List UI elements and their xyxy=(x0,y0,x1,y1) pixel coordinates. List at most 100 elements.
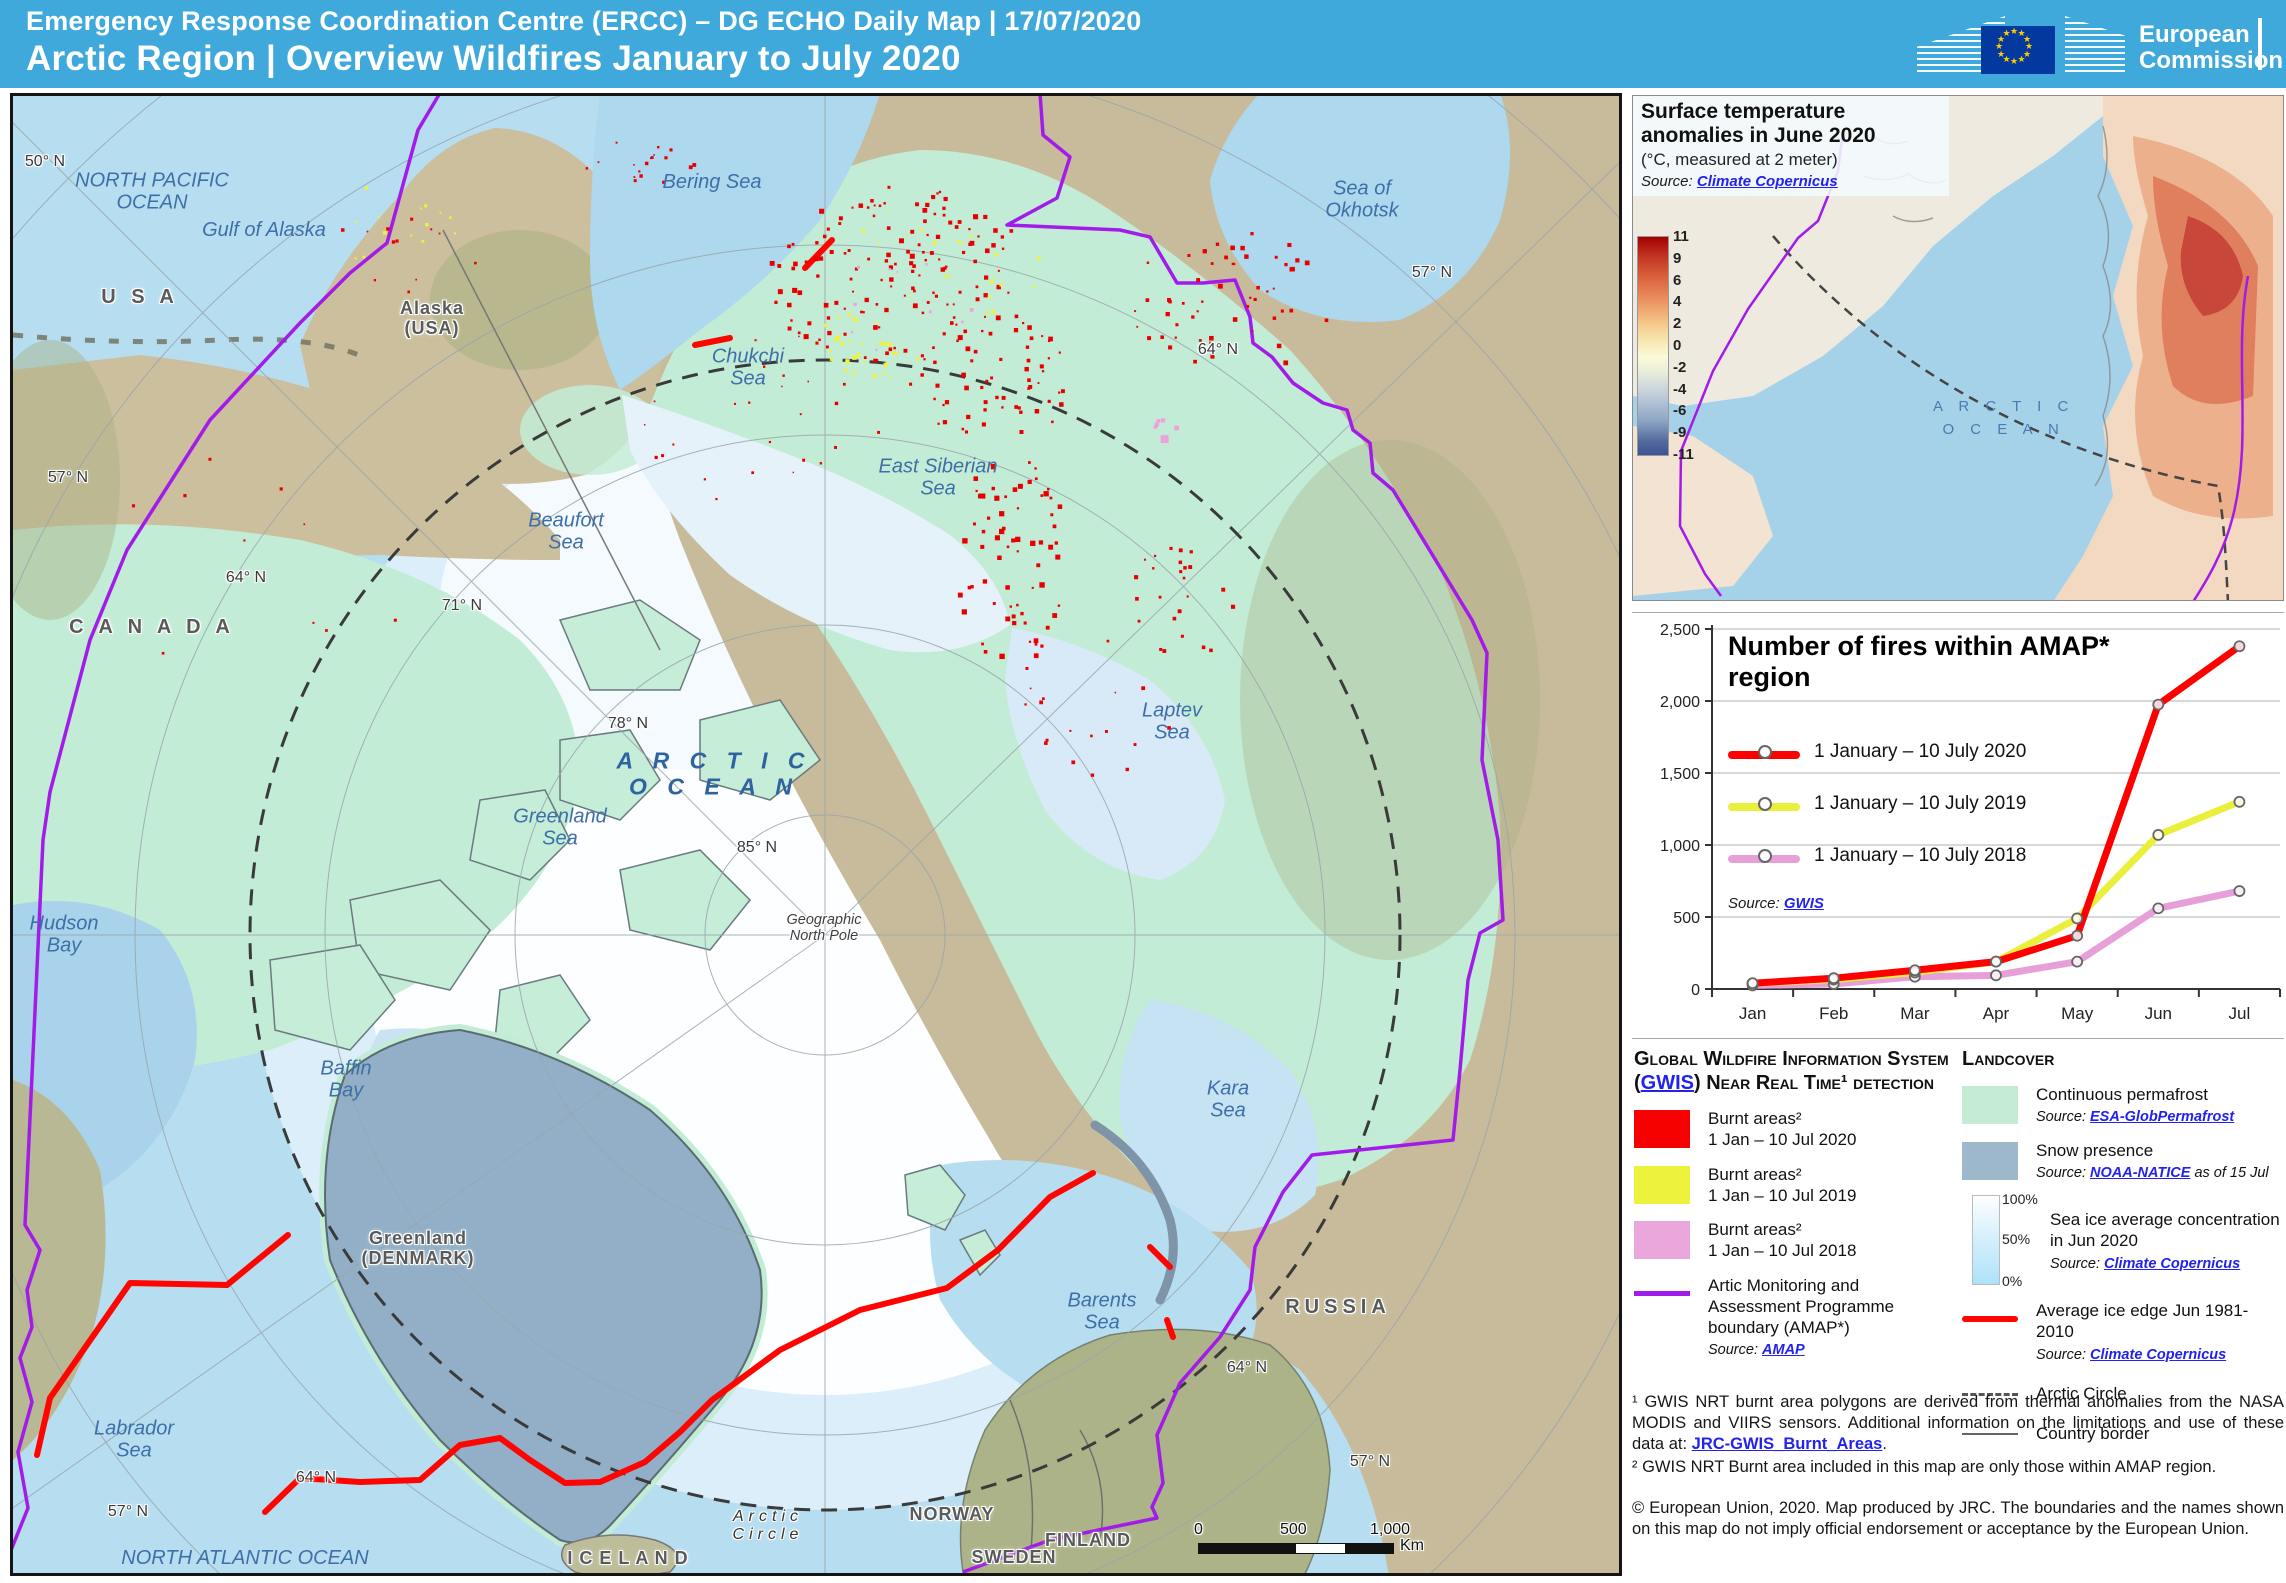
map-canvas xyxy=(13,96,1619,1573)
legend-label: Burnt areas² xyxy=(1708,1164,1802,1184)
header-subtitle: Emergency Response Coordination Centre (… xyxy=(26,6,1142,36)
chart-legend-label: 1 January – 10 July 2018 xyxy=(1814,845,2027,866)
chart-legend-marker-icon xyxy=(1758,745,1772,759)
burnt-2019-swatch xyxy=(1634,1165,1690,1204)
inset-ocean-label: A R C T I C O C E A N xyxy=(1933,398,2075,438)
legend-item-arctic-circle: Arctic Circle xyxy=(1962,1377,2284,1404)
country-border-scandinavia xyxy=(1009,1399,1034,1561)
fire-dots xyxy=(131,141,1329,777)
eu-star-icon: ★ xyxy=(2017,53,2026,64)
temperature-colorbar xyxy=(1637,236,1669,456)
svg-text:1,500: 1,500 xyxy=(1660,766,1700,783)
aleutian-islands xyxy=(13,332,372,363)
legend-gwis-column: Global Wildfire Information System (GWIS… xyxy=(1634,1047,1952,1360)
legend-label: Snow presence xyxy=(2036,1140,2154,1160)
country-border-scandinavia xyxy=(1079,1429,1104,1541)
inset-amap-boundary xyxy=(2192,275,2250,600)
scale-label: 500 xyxy=(1280,1521,1307,1538)
colorbar-tick: 6 xyxy=(1673,271,1682,289)
eu-star-icon: ★ xyxy=(2017,28,2026,38)
seaice-50: 50% xyxy=(2002,1231,2031,1247)
source-suffix: as of 15 Jul xyxy=(2190,1164,2269,1181)
legend-label: 1 Jan – 10 Jul 2018 xyxy=(1708,1241,1857,1261)
legend-item-burnt-2019: Burnt areas² 1 Jan – 10 Jul 2019 xyxy=(1634,1164,1952,1207)
colorbar-tick: -4 xyxy=(1673,380,1687,398)
svg-text:0: 0 xyxy=(1691,982,1700,999)
header-bar: Emergency Response Coordination Centre (… xyxy=(0,0,2286,88)
eu-star-icon: ★ xyxy=(2022,33,2032,44)
footnote-2: ² GWIS NRT Burnt area included in this m… xyxy=(1632,1458,2217,1477)
legend-item-seaice: 100% 50% 0% Sea ice average concentratio… xyxy=(1962,1191,2284,1289)
amap-line-swatch xyxy=(1634,1290,1690,1296)
land-texture xyxy=(430,230,610,370)
amap-link[interactable]: AMAP xyxy=(1762,1342,1805,1359)
land-texture xyxy=(1240,440,1540,960)
svg-text:Jul: Jul xyxy=(2229,1004,2251,1023)
climate-copernicus-link[interactable]: Climate Copernicus xyxy=(1696,173,1838,191)
inset-subtitle: (°C, measured at 2 meter) xyxy=(1641,150,1838,170)
colorbar-tick: 9 xyxy=(1673,249,1682,267)
colorbar-tick: 11 xyxy=(1673,228,1689,245)
colorbar-tick: -2 xyxy=(1673,358,1687,376)
fires-chart: 0 500 1,000 1,500 2,000 2,500 Jan Feb Mar Apr May J… xyxy=(1660,622,2281,1023)
legend-item-burnt-2020: Burnt areas² 1 Jan – 10 Jul 2020 xyxy=(1634,1108,1952,1151)
ice-edge-lines xyxy=(34,237,1176,1515)
colorbar-tick: 0 xyxy=(1673,337,1682,354)
east-siberian-sea xyxy=(622,395,1010,653)
source-label: Source: xyxy=(1708,1342,1758,1359)
legend-item-amap: Artic Monitoring and Assessment Programm… xyxy=(1634,1275,1952,1360)
european-commission-logo: ★ ★ ★ ★ ★ ★ ★ ★ ★ ★ ★ ★ European Commission xyxy=(1917,4,2283,84)
legend-label: Artic Monitoring and Assessment Programm… xyxy=(1708,1275,1895,1338)
eu-star-icon: ★ xyxy=(1997,48,2006,59)
main-map: 50° N NORTH PACIFIC OCEAN Gulf of Alaska U … xyxy=(10,93,1622,1576)
source-label: Source: xyxy=(1728,895,1780,912)
arctic-circle-line xyxy=(248,358,1402,1512)
country-border-usa-canada xyxy=(442,229,661,651)
legend-item-country-border: Country border xyxy=(1962,1417,2284,1444)
footnote-text: . xyxy=(1882,1435,1887,1454)
inset-anomaly-extreme xyxy=(2180,216,2243,316)
jrc-gwis-burnt-areas-link[interactable]: JRC-GWIS_Burnt_Areas xyxy=(1691,1435,1883,1454)
inset-title-block: Surface temperature anomalies in June 20… xyxy=(1633,96,1949,197)
footnote-text: ¹ GWIS NRT burnt area polygons are deriv… xyxy=(1632,1393,2284,1454)
land-texture xyxy=(13,340,120,620)
legend-label: 1 Jan – 10 Jul 2019 xyxy=(1708,1185,1857,1205)
svg-text:Jun: Jun xyxy=(2145,1004,2172,1023)
scale-unit: Km xyxy=(1400,1537,1424,1554)
inset-land-greenland xyxy=(1633,426,1773,596)
scale-bar: 0 500 1,000 Km xyxy=(1194,1521,1438,1565)
chart-legend-marker-icon xyxy=(1758,849,1772,863)
eu-star-icon: ★ xyxy=(2010,56,2019,66)
svalbard xyxy=(904,1164,1001,1277)
eu-star-icon: ★ xyxy=(1995,41,2004,51)
logo-swoosh-icon xyxy=(2065,16,2125,72)
land-labrador xyxy=(13,1080,106,1460)
country-border-swatch xyxy=(1962,1433,2018,1435)
legend-item-iceedge: Average ice edge Jun 1981-2010 Source: C… xyxy=(1962,1300,2284,1364)
logo-divider xyxy=(2258,18,2262,70)
legend-label: Continuous permafrost xyxy=(2036,1085,2208,1104)
iceedge-line-swatch xyxy=(1962,1316,2018,1322)
climate-copernicus-link[interactable]: Climate Copernicus xyxy=(2104,1255,2241,1272)
chart-legend-marker-icon xyxy=(1758,797,1772,811)
legend-gwis-heading: Global Wildfire Information System (GWIS… xyxy=(1634,1047,1952,1095)
eu-star-icon: ★ xyxy=(2025,41,2034,51)
climate-copernicus-link[interactable]: Climate Copernicus xyxy=(2090,1346,2227,1363)
gwis-link[interactable]: GWIS xyxy=(1783,895,1824,912)
eu-star-icon: ★ xyxy=(2010,26,2019,36)
kara-sea xyxy=(1119,1000,1320,1232)
esa-globpermafrost-link[interactable]: ESA-GlobPermafrost xyxy=(2090,1109,2235,1126)
source-label: Source: xyxy=(2036,1346,2086,1363)
gwis-link[interactable]: GWIS xyxy=(1640,1072,1695,1094)
source-label: Source: xyxy=(2036,1109,2086,1126)
colorbar-ticks: 11 9 6 4 2 0 -2 -4 -6 -9 -11 xyxy=(1673,228,1713,463)
temperature-inset-panel: Surface temperature anomalies in June 20… xyxy=(1632,95,2284,601)
eu-star-icon: ★ xyxy=(1997,33,2006,44)
svg-text:2,000: 2,000 xyxy=(1660,694,1700,711)
noaa-natice-link[interactable]: NOAA-NATICE xyxy=(2090,1164,2191,1181)
colorbar-tick: -11 xyxy=(1673,446,1694,463)
page-title: Arctic Region | Overview Wildfires Janua… xyxy=(26,39,961,78)
laptev-sea xyxy=(1005,628,1225,880)
legend-label: 1 Jan – 10 Jul 2020 xyxy=(1708,1130,1857,1150)
